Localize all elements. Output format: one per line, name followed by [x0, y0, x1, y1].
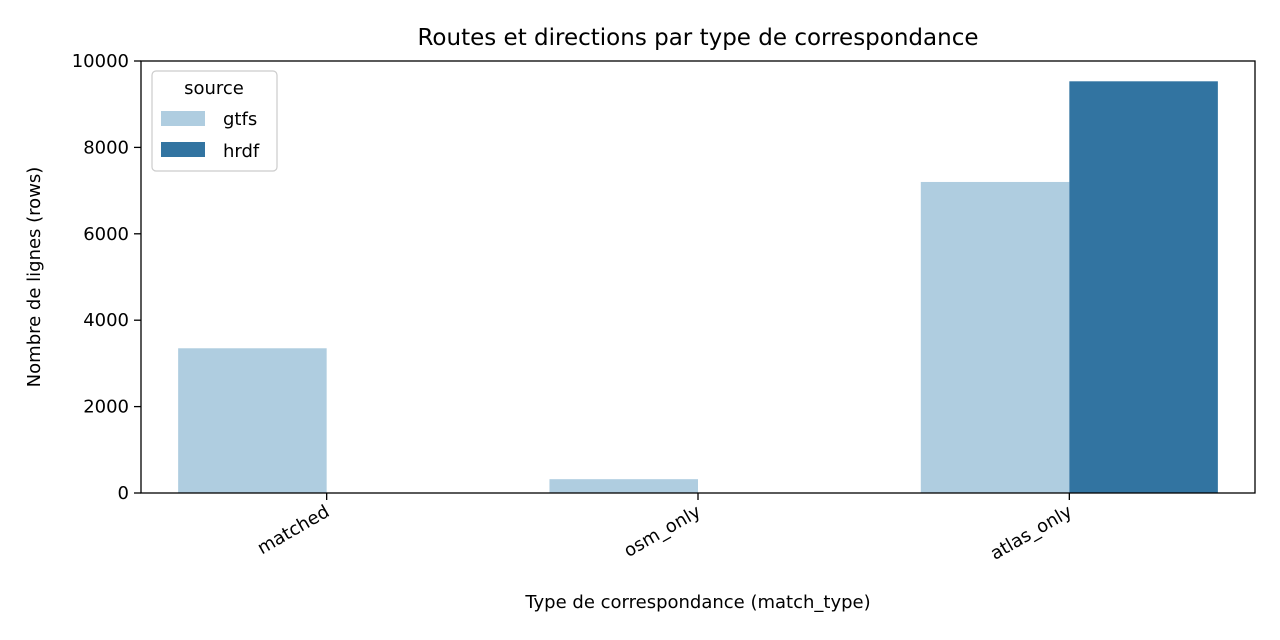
legend-title: source — [184, 78, 244, 99]
bar-gtfs-osm_only — [549, 479, 698, 493]
plot-frame — [140, 60, 1256, 494]
bar-hrdf-atlas_only — [1069, 81, 1218, 493]
legend-label-hrdf: hrdf — [223, 141, 260, 162]
legend-label-gtfs: gtfs — [223, 109, 257, 130]
y-tick-label-6000: 6000 — [83, 224, 129, 245]
bar-gtfs-matched — [178, 348, 327, 493]
legend: source gtfs hrdf — [151, 70, 278, 172]
x-tick-label-matched: matched — [254, 501, 333, 559]
y-tick-label-2000: 2000 — [83, 397, 129, 418]
y-axis-label: Nombre de lignes (rows) — [24, 167, 45, 388]
legend-swatch-gtfs — [161, 111, 205, 126]
legend-swatch-hrdf — [161, 142, 205, 157]
x-tick-label-osm_only: osm_only — [620, 501, 704, 562]
y-tick-label-4000: 4000 — [83, 310, 129, 331]
y-tick-label-10000: 10000 — [72, 51, 129, 72]
y-tick-label-8000: 8000 — [83, 137, 129, 158]
bars-layer — [178, 81, 1218, 493]
bar-gtfs-atlas_only — [920, 181, 1070, 493]
x-axis-label: Type de correspondance (match_type) — [524, 592, 870, 613]
chart-title: Routes et directions par type de corresp… — [417, 25, 978, 51]
x-tick-label-atlas_only: atlas_only — [987, 501, 1076, 565]
y-tick-label-0: 0 — [118, 483, 129, 504]
